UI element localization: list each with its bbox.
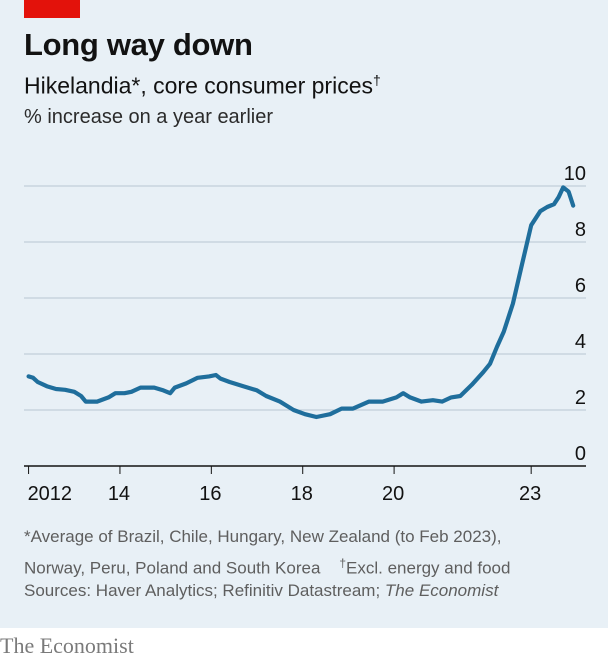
subtitle-dagger: †	[373, 72, 381, 88]
footnotes: *Average of Brazil, Chile, Hungary, New …	[24, 523, 510, 582]
footnote-dagger: †	[339, 556, 347, 570]
y-tick-label: 10	[564, 163, 586, 185]
footnote-line-1: *Average of Brazil, Chile, Hungary, New …	[24, 527, 502, 546]
sources: Sources: Haver Analytics; Refinitiv Data…	[24, 581, 498, 601]
chart-title: Long way down	[24, 27, 253, 62]
x-tick-label: 18	[291, 483, 313, 505]
subtitle-text: Hikelandia*, core consumer prices	[24, 72, 373, 99]
footnote-countries: Norway, Peru, Poland and South Korea	[24, 558, 321, 578]
footer-bar	[0, 628, 608, 662]
x-tick-label: 2012	[28, 483, 73, 505]
line-chart: 0 2 4 6 8 10 2012 14 16 18 20 23	[24, 163, 586, 505]
chart-subtitle: Hikelandia*, core consumer prices†	[24, 72, 381, 100]
sources-text: Sources: Haver Analytics; Refinitiv Data…	[24, 581, 381, 600]
footnote-line-2: Norway, Peru, Poland and South Korea †Ex…	[24, 550, 510, 582]
y-tick-label: 4	[575, 331, 586, 353]
brand-logo: The Economist	[0, 633, 134, 658]
sources-italic: The Economist	[384, 581, 499, 600]
footnote-dagger-text: Excl. energy and food	[346, 558, 511, 578]
x-tick-label: 16	[199, 483, 221, 505]
accent-tag	[24, 0, 80, 18]
y-tick-label: 6	[575, 275, 586, 297]
x-tick-label: 14	[108, 483, 130, 505]
chart-unit: % increase on a year earlier	[24, 106, 274, 128]
x-tick-label: 23	[519, 483, 541, 505]
y-tick-label: 2	[575, 387, 586, 409]
y-tick-label: 8	[575, 219, 586, 241]
series-line-core-prices	[26, 185, 576, 420]
x-tick-label: 20	[382, 483, 404, 505]
y-tick-label: 0	[575, 443, 586, 465]
